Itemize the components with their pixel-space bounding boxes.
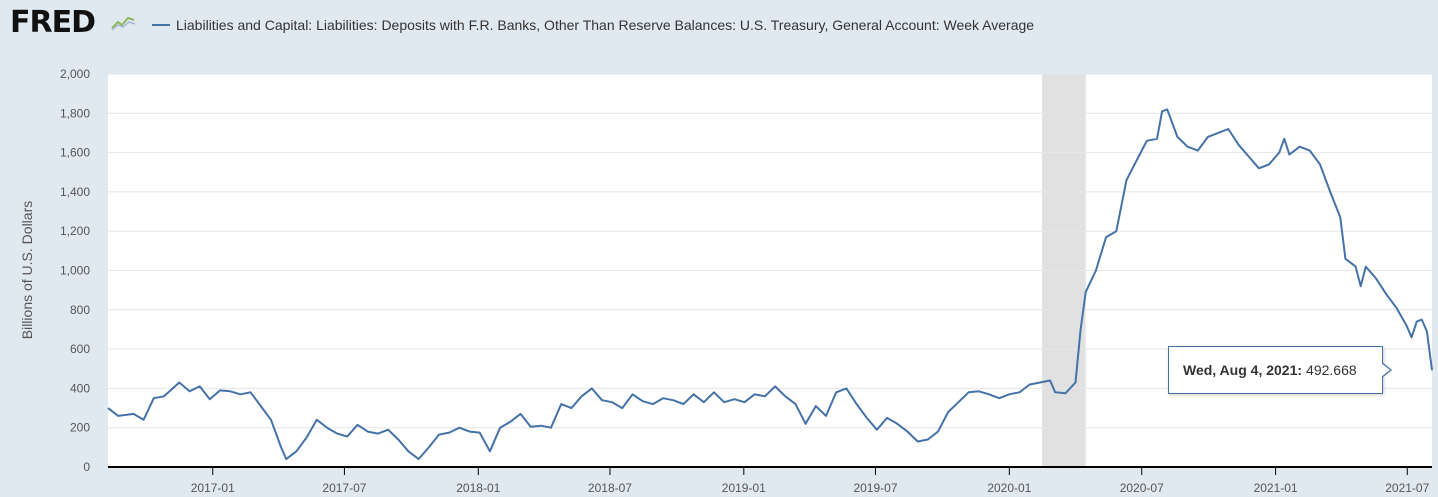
x-tick-label: 2020-07: [1120, 481, 1164, 495]
y-tick-label: 1,200: [60, 224, 90, 238]
x-tick-label: 2021-01: [1254, 481, 1298, 495]
y-tick-label: 2,000: [60, 67, 90, 81]
y-tick-label: 1,000: [60, 264, 90, 278]
x-tick-label: 2018-07: [588, 481, 632, 495]
x-axis-ticks: 2017-01 2017-07 2018-01 2018-07 2019-01 2019-…: [191, 467, 1430, 495]
y-tick-label: 400: [70, 381, 90, 395]
y-tick-label: 200: [70, 421, 90, 435]
y-axis-ticks: 0 200 400 600 800 1,000 1,200 1,400 1,600 1,800 2,…: [60, 67, 90, 474]
x-tick-label: 2019-01: [722, 481, 766, 495]
legend-line-swatch: [152, 24, 170, 26]
x-tick-label: 2017-07: [322, 481, 366, 495]
y-tick-label: 600: [70, 342, 90, 356]
tooltip: Wed, Aug 4, 2021: 492.668: [1168, 346, 1383, 394]
y-axis-label: Billions of U.S. Dollars: [19, 201, 35, 340]
header: FRED Liabilities and Capital: Liabilitie…: [0, 0, 1438, 52]
x-tick-label: 2018-01: [456, 481, 500, 495]
tooltip-arrow-inner: [1381, 363, 1390, 377]
y-tick-label: 0: [83, 460, 90, 474]
fred-graph-icon: [110, 12, 136, 32]
y-tick-label: 1,800: [60, 106, 90, 120]
tooltip-date: Wed, Aug 4, 2021:: [1183, 362, 1303, 378]
x-tick-label: 2021-07: [1385, 481, 1429, 495]
legend-label: Liabilities and Capital: Liabilities: De…: [176, 17, 1035, 33]
x-tick-label: 2020-01: [987, 481, 1031, 495]
x-tick-label: 2019-07: [853, 481, 897, 495]
fred-logo[interactable]: FRED: [10, 5, 96, 40]
y-tick-label: 1,600: [60, 146, 90, 160]
series-line[interactable]: [107, 108, 1433, 461]
y-tick-label: 1,400: [60, 185, 90, 199]
x-tick-label: 2017-01: [191, 481, 235, 495]
tooltip-value: 492.668: [1306, 362, 1357, 378]
y-tick-label: 800: [70, 303, 90, 317]
legend[interactable]: Liabilities and Capital: Liabilities: De…: [152, 15, 1034, 35]
